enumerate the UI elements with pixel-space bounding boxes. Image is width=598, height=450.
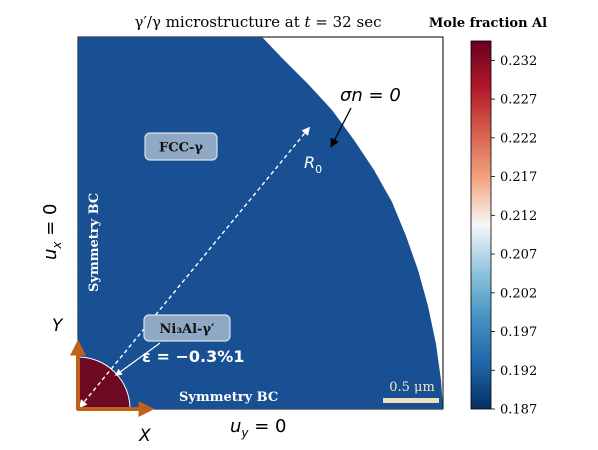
axis-x-label: X: [138, 426, 151, 446]
svg-text:FCC-γ: FCC-γ: [159, 141, 203, 156]
colorbar-tick-label: 0.202: [500, 286, 537, 301]
colorbar-ticks: 0.232 0.227 0.222 0.217 0.212 0.207 0.202 0.197…: [491, 54, 537, 418]
traction-pointer: [330, 107, 352, 148]
svg-text:0.5 μm: 0.5 μm: [389, 380, 435, 395]
precipitate-label: Ni₃Al-γ′: [143, 314, 231, 342]
colorbar-tick-label: 0.212: [500, 209, 537, 224]
svg-text:Ni₃Al-γ′: Ni₃Al-γ′: [160, 322, 216, 337]
coordinate-axes: [70, 339, 155, 417]
symmetry-bc-left: Symmetry BC: [87, 193, 102, 292]
fcc-label: FCC-γ: [144, 132, 218, 161]
colorbar-tick-label: 0.227: [500, 93, 537, 108]
uy-label: uy = 0: [230, 416, 287, 440]
colorbar-tick-label: 0.197: [500, 325, 537, 340]
symmetry-bc-bottom: Symmetry BC: [179, 390, 278, 405]
traction-label: σn = 0: [340, 85, 401, 106]
plot-title: γ′/γ microstructure at t = 32 sec: [135, 13, 382, 31]
precipitate-pointer: [114, 342, 161, 376]
strain-label: ε = −0.3%1: [142, 347, 244, 366]
axis-y-label: Y: [52, 316, 64, 336]
colorbar-tick-label: 0.187: [500, 403, 537, 418]
colorbar-tick-label: 0.207: [500, 248, 537, 263]
scale-bar: 0.5 μm: [383, 380, 439, 403]
ux-label: ux = 0: [40, 203, 64, 260]
radius-label: R0: [304, 153, 322, 176]
colorbar-tick-label: 0.217: [500, 170, 537, 185]
colorbar-tick-label: 0.222: [500, 131, 537, 146]
colorbar-tick-label: 0.192: [500, 364, 537, 379]
colorbar-tick-label: 0.232: [500, 54, 537, 69]
colorbar-label: Mole fraction Al: [429, 16, 547, 31]
colorbar: [470, 40, 492, 410]
